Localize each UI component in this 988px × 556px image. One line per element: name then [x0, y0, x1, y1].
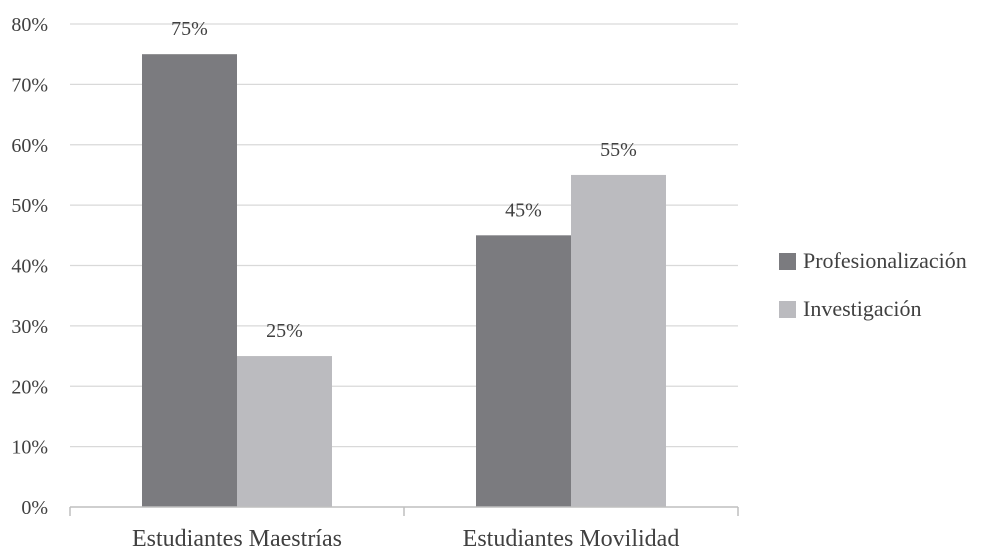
- data-label: 25%: [266, 320, 303, 342]
- bars: [142, 54, 666, 507]
- y-tick-label: 20%: [11, 376, 48, 398]
- y-tick-label: 0%: [21, 497, 48, 519]
- labels: 0% 10% 20% 30% 40% 50% 60% 70% 80% 75% 25% Estudian…: [11, 14, 680, 552]
- bar: [571, 174, 666, 507]
- legend-label: Investigación: [803, 296, 922, 321]
- legend-label: Profesionalización: [803, 248, 967, 273]
- legend: Profesionalización Investigación: [779, 248, 967, 321]
- bar: [142, 54, 237, 507]
- legend-swatch: [779, 301, 796, 318]
- data-label: 45%: [505, 199, 542, 221]
- data-label: 75%: [171, 18, 208, 40]
- x-tick-label: Estudiantes Maestrías: [132, 526, 342, 551]
- bar: [237, 356, 332, 507]
- y-tick-label: 10%: [11, 437, 48, 459]
- bar: [476, 235, 571, 507]
- y-tick-label: 60%: [11, 135, 48, 157]
- y-tick-label: 30%: [11, 316, 48, 338]
- y-tick-label: 70%: [11, 74, 48, 96]
- legend-swatch: [779, 253, 796, 270]
- y-tick-label: 80%: [11, 14, 48, 36]
- data-label: 55%: [600, 139, 637, 161]
- x-axis: [69, 506, 739, 516]
- y-tick-label: 40%: [11, 256, 48, 278]
- x-tick-label: Estudiantes Movilidad: [463, 526, 680, 551]
- y-tick-label: 50%: [11, 195, 48, 217]
